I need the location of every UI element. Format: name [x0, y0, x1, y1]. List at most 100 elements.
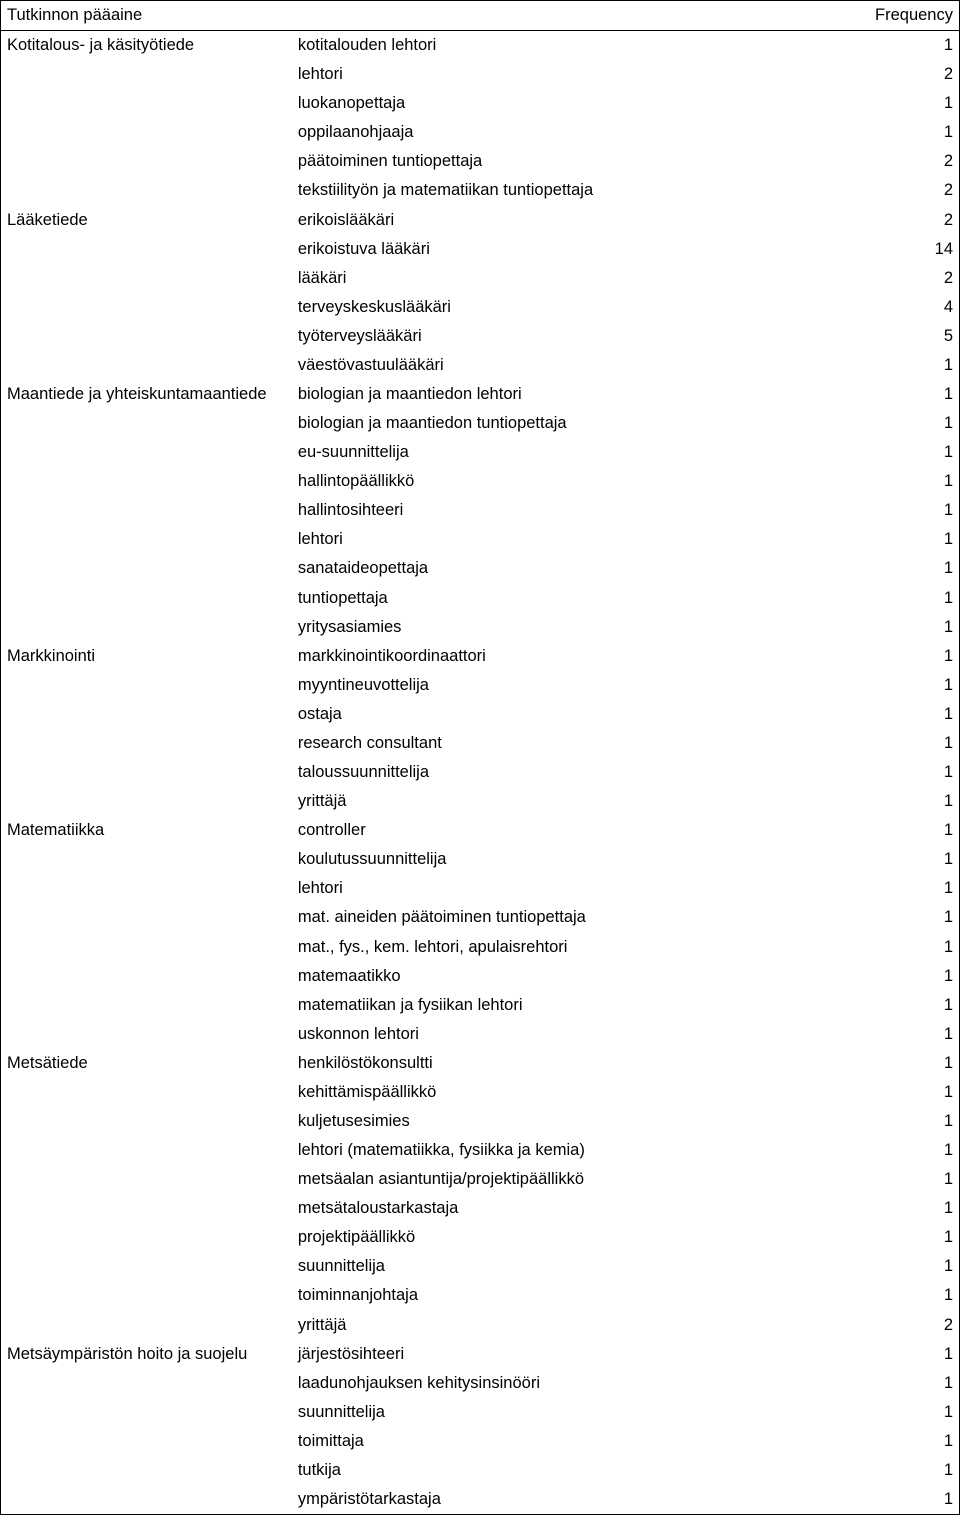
item-cell: lehtori: [292, 525, 859, 554]
table-row: väestövastuulääkäri1: [1, 351, 960, 380]
frequency-cell: 1: [858, 903, 959, 932]
table-row: yrittäjä2: [1, 1311, 960, 1340]
frequency-cell: 1: [858, 1369, 959, 1398]
frequency-cell: 1: [858, 1165, 959, 1194]
item-cell: lehtori: [292, 60, 859, 89]
frequency-cell: 1: [858, 584, 959, 613]
subject-cell: [1, 729, 292, 758]
subject-cell: [1, 613, 292, 642]
frequency-cell: 1: [858, 1049, 959, 1078]
item-cell: yritysasiamies: [292, 613, 859, 642]
item-cell: controller: [292, 816, 859, 845]
subject-cell: [1, 467, 292, 496]
page-container: Tutkinnon pääaine Frequency Kotitalous- …: [0, 0, 960, 1515]
subject-cell: [1, 1165, 292, 1194]
table-row: hallintosihteeri1: [1, 496, 960, 525]
item-cell: tutkija: [292, 1456, 859, 1485]
table-row: Kotitalous- ja käsityötiedekotitalouden …: [1, 31, 960, 61]
frequency-cell: 1: [858, 1398, 959, 1427]
table-row: mat. aineiden päätoiminen tuntiopettaja1: [1, 903, 960, 932]
frequency-cell: 1: [858, 700, 959, 729]
table-row: lehtori1: [1, 525, 960, 554]
table-row: erikoistuva lääkäri14: [1, 235, 960, 264]
table-row: yrittäjä1: [1, 787, 960, 816]
item-cell: myyntineuvottelija: [292, 671, 859, 700]
item-cell: yrittäjä: [292, 1311, 859, 1340]
item-cell: lehtori: [292, 874, 859, 903]
subject-cell: [1, 1020, 292, 1049]
table-row: matemaatikko1: [1, 962, 960, 991]
frequency-cell: 1: [858, 438, 959, 467]
frequency-cell: 1: [858, 758, 959, 787]
frequency-cell: 1: [858, 933, 959, 962]
item-cell: lääkäri: [292, 264, 859, 293]
item-cell: research consultant: [292, 729, 859, 758]
table-row: luokanopettaja1: [1, 89, 960, 118]
subject-cell: [1, 235, 292, 264]
subject-cell: [1, 1281, 292, 1310]
item-cell: järjestösihteeri: [292, 1340, 859, 1369]
frequency-cell: 4: [858, 293, 959, 322]
table-row: ostaja1: [1, 700, 960, 729]
subject-cell: [1, 1427, 292, 1456]
frequency-cell: 5: [858, 322, 959, 351]
data-table: Tutkinnon pääaine Frequency Kotitalous- …: [0, 0, 960, 1515]
item-cell: metsäalan asiantuntija/projektipäällikkö: [292, 1165, 859, 1194]
item-cell: toimittaja: [292, 1427, 859, 1456]
table-row: myyntineuvottelija1: [1, 671, 960, 700]
item-cell: kehittämispäällikkö: [292, 1078, 859, 1107]
table-row: hallintopäällikkö1: [1, 467, 960, 496]
item-cell: erikoislääkäri: [292, 206, 859, 235]
item-cell: kotitalouden lehtori: [292, 31, 859, 61]
table-row: terveyskeskuslääkäri4: [1, 293, 960, 322]
subject-cell: [1, 1398, 292, 1427]
item-cell: eu-suunnittelija: [292, 438, 859, 467]
table-row: mat., fys., kem. lehtori, apulaisrehtori…: [1, 933, 960, 962]
subject-cell: [1, 1252, 292, 1281]
frequency-cell: 1: [858, 118, 959, 147]
frequency-cell: 1: [858, 874, 959, 903]
frequency-cell: 1: [858, 671, 959, 700]
item-cell: terveyskeskuslääkäri: [292, 293, 859, 322]
table-row: yritysasiamies1: [1, 613, 960, 642]
subject-cell: [1, 962, 292, 991]
frequency-cell: 1: [858, 496, 959, 525]
subject-cell: [1, 1223, 292, 1252]
table-row: Metsätiedehenkilöstökonsultti1: [1, 1049, 960, 1078]
frequency-cell: 1: [858, 816, 959, 845]
subject-cell: [1, 322, 292, 351]
item-cell: markkinointikoordinaattori: [292, 642, 859, 671]
table-row: tutkija1: [1, 1456, 960, 1485]
subject-cell: Kotitalous- ja käsityötiede: [1, 31, 292, 61]
item-cell: erikoistuva lääkäri: [292, 235, 859, 264]
table-row: Metsäympäristön hoito ja suojelujärjestö…: [1, 1340, 960, 1369]
subject-cell: [1, 991, 292, 1020]
frequency-cell: 1: [858, 1427, 959, 1456]
item-cell: tuntiopettaja: [292, 584, 859, 613]
subject-cell: [1, 147, 292, 176]
item-cell: suunnittelija: [292, 1398, 859, 1427]
subject-cell: [1, 293, 292, 322]
frequency-cell: 1: [858, 991, 959, 1020]
item-cell: mat., fys., kem. lehtori, apulaisrehtori: [292, 933, 859, 962]
subject-cell: [1, 700, 292, 729]
frequency-cell: 1: [858, 1252, 959, 1281]
table-header-row: Tutkinnon pääaine Frequency: [1, 1, 960, 31]
item-cell: hallintopäällikkö: [292, 467, 859, 496]
subject-cell: [1, 787, 292, 816]
item-cell: projektipäällikkö: [292, 1223, 859, 1252]
table-row: matematiikan ja fysiikan lehtori1: [1, 991, 960, 1020]
table-row: kehittämispäällikkö1: [1, 1078, 960, 1107]
table-row: kuljetusesimies1: [1, 1107, 960, 1136]
table-row: päätoiminen tuntiopettaja2: [1, 147, 960, 176]
table-row: oppilaanohjaaja1: [1, 118, 960, 147]
table-row: lehtori1: [1, 874, 960, 903]
frequency-cell: 1: [858, 1281, 959, 1310]
frequency-cell: 2: [858, 1311, 959, 1340]
subject-cell: [1, 118, 292, 147]
frequency-cell: 1: [858, 1078, 959, 1107]
table-row: lehtori (matematiikka, fysiikka ja kemia…: [1, 1136, 960, 1165]
subject-cell: [1, 525, 292, 554]
frequency-cell: 1: [858, 380, 959, 409]
item-cell: taloussuunnittelija: [292, 758, 859, 787]
